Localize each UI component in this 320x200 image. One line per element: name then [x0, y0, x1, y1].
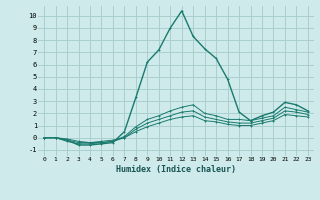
X-axis label: Humidex (Indice chaleur): Humidex (Indice chaleur) — [116, 165, 236, 174]
